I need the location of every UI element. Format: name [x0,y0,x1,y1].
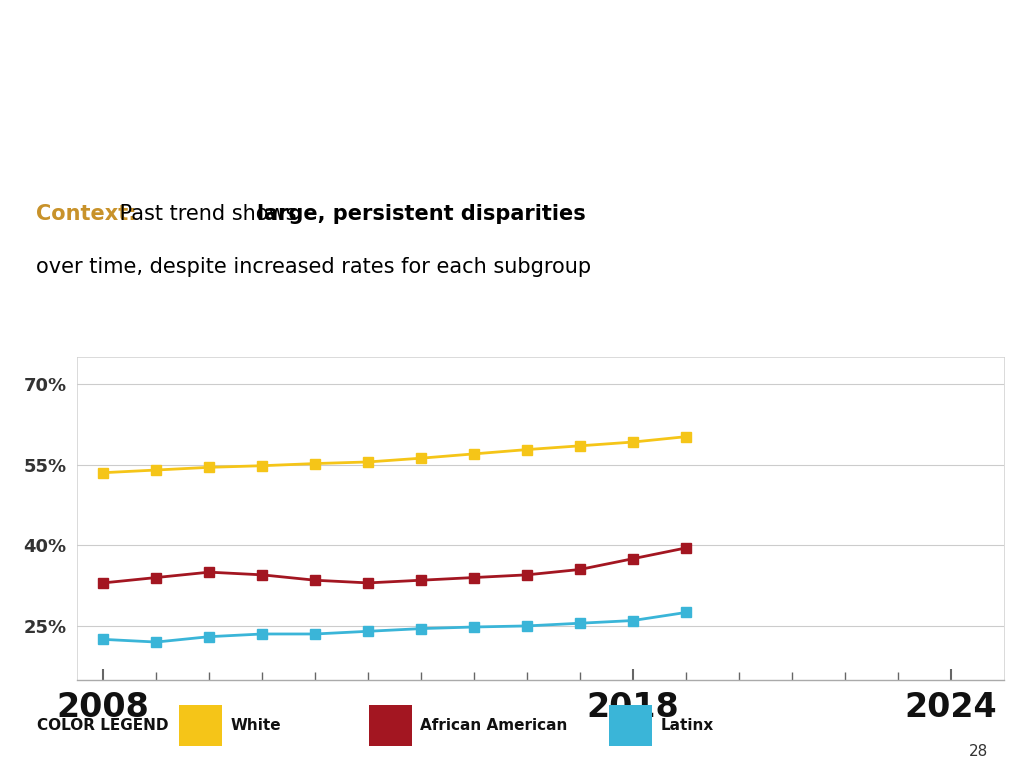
Text: State Population Goals: State Population Goals [33,31,248,49]
Text: 2. Equity in Associate Degree & Higher: 2. Equity in Associate Degree & Higher [33,78,946,120]
Text: over time, despite increased rates for each subgroup: over time, despite increased rates for e… [36,257,591,276]
Bar [369,705,412,746]
Bar [179,705,222,746]
Text: large, persistent disparities: large, persistent disparities [257,204,586,224]
Bar [609,705,652,746]
Text: Latinx: Latinx [660,718,714,733]
Text: Context:: Context: [36,204,136,224]
Text: COLOR LEGEND: COLOR LEGEND [38,718,169,733]
Text: 28: 28 [969,743,988,759]
Text: African American: African American [420,718,567,733]
Text: White: White [230,718,281,733]
Text: Past trend shows: Past trend shows [113,204,303,224]
